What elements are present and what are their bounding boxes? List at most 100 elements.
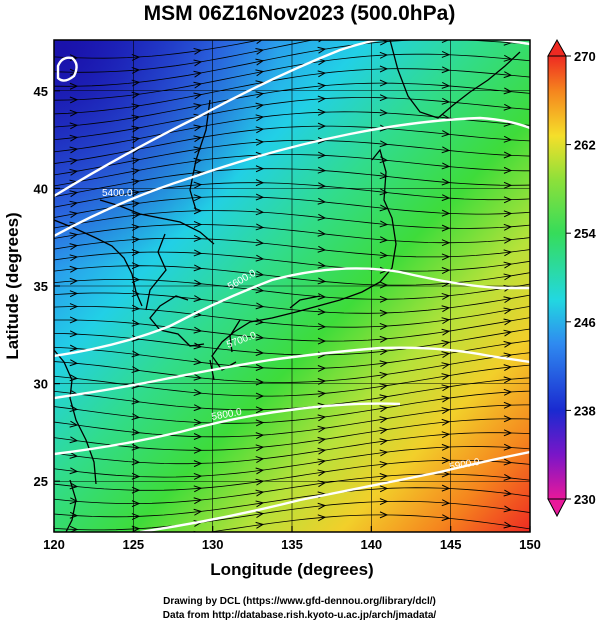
wind-arrowhead (255, 114, 265, 122)
wind-arrowhead (379, 109, 389, 117)
wind-arrowhead (69, 190, 79, 198)
wind-arrowhead (317, 514, 327, 522)
wind-arrowhead (379, 360, 389, 368)
wind-arrowhead (69, 451, 79, 459)
wind-arrowhead (317, 458, 327, 466)
wind-arrowhead (503, 364, 513, 372)
wind-arrowhead (131, 103, 141, 111)
wind-arrowhead (193, 433, 203, 440)
streamline (54, 292, 530, 314)
wind-arrowhead (193, 389, 203, 397)
streamline (54, 224, 530, 244)
colorbar-tick-label: 254 (574, 226, 596, 241)
wind-arrowhead (379, 394, 389, 402)
wind-arrowhead (441, 162, 451, 170)
wind-arrowhead (255, 47, 265, 55)
wind-arrowhead (255, 91, 265, 99)
contour-label-5800: 5800.0 (211, 407, 243, 423)
contour-label-5400: 5400.0 (102, 188, 133, 199)
wind-arrowhead (131, 157, 141, 165)
wind-arrowhead (255, 364, 265, 371)
wind-arrowhead (441, 81, 451, 89)
colorbar-bottom-arrow (547, 498, 567, 518)
wind-arrowhead (441, 373, 451, 381)
streamline (54, 500, 530, 531)
wind-arrowhead (379, 309, 389, 317)
wind-arrowhead (503, 166, 513, 174)
wind-arrowhead (503, 329, 513, 337)
streamline (54, 82, 530, 128)
streamline (54, 340, 530, 370)
wind-arrowhead (131, 513, 141, 520)
x-tick-label: 135 (281, 537, 303, 552)
wind-arrowhead (193, 264, 203, 272)
wind-arrowhead (379, 124, 389, 132)
wind-arrowhead (379, 220, 389, 228)
wind-arrowhead (503, 261, 513, 269)
wind-arrowhead (70, 540, 77, 546)
wind-arrowhead (131, 397, 141, 405)
wind-arrowhead (441, 253, 451, 261)
wind-arrowhead (255, 126, 265, 134)
wind-arrowhead (317, 245, 327, 253)
y-tick-label: 35 (34, 279, 48, 294)
wind-arrowhead (131, 443, 141, 451)
wind-arrowhead (131, 525, 141, 532)
wind-arrowhead (255, 489, 265, 497)
wind-arrowhead (193, 342, 203, 350)
wind-arrowhead (503, 273, 513, 281)
wind-arrowhead (255, 444, 265, 452)
wind-arrowhead (131, 125, 141, 133)
wind-arrowhead (441, 499, 451, 507)
wind-arrowhead (503, 401, 513, 409)
wind-arrowhead (193, 47, 203, 55)
wind-arrowhead (131, 249, 141, 256)
wind-arrowhead (193, 124, 203, 132)
coastlines (54, 40, 521, 532)
streamline (54, 279, 530, 300)
wind-arrowhead (317, 58, 327, 66)
wind-arrowhead (255, 102, 265, 110)
wind-arrowhead (131, 290, 141, 298)
wind-arrowhead (193, 326, 203, 334)
wind-arrowhead (379, 204, 389, 212)
streamline (54, 459, 530, 491)
x-tick-label: 150 (519, 537, 541, 552)
wind-arrowhead (503, 151, 513, 159)
wind-arrowhead (193, 103, 203, 110)
wind-arrowhead (379, 449, 389, 457)
wind-arrowhead (193, 135, 203, 143)
wind-arrowhead (317, 414, 327, 422)
wind-arrowhead (503, 307, 513, 315)
wind-arrowhead (69, 420, 79, 428)
wind-arrowhead (317, 308, 327, 316)
wind-arrowhead (193, 418, 203, 426)
wind-arrowhead (255, 69, 265, 77)
wind-arrowhead (131, 262, 141, 270)
streamline (54, 196, 530, 218)
wind-arrowhead (379, 40, 389, 46)
wind-arrowhead (255, 467, 265, 475)
wind-arrowhead (503, 443, 513, 451)
wind-arrowhead (503, 340, 513, 348)
wind-arrowhead (379, 498, 389, 506)
wind-arrowhead (441, 362, 451, 370)
wind-arrowhead (69, 232, 79, 240)
wind-arrowhead (503, 388, 513, 396)
wind-arrowhead (441, 97, 451, 105)
wind-arrowhead (69, 109, 79, 117)
wind-arrowhead (131, 66, 141, 74)
wind-arrowhead (379, 427, 389, 434)
streamline (54, 390, 530, 424)
wind-arrowhead (69, 254, 79, 262)
wind-arrowhead (503, 458, 513, 466)
streamline (54, 317, 530, 342)
wind-arrowhead (131, 335, 141, 342)
wind-arrowhead (318, 24, 326, 31)
wind-arrowhead (131, 136, 141, 144)
streamline (54, 352, 530, 383)
wind-arrowhead (503, 54, 513, 62)
wind-arrowhead (441, 456, 451, 464)
colorbar-tick-label: 230 (574, 492, 596, 507)
wind-arrowhead (69, 316, 79, 324)
